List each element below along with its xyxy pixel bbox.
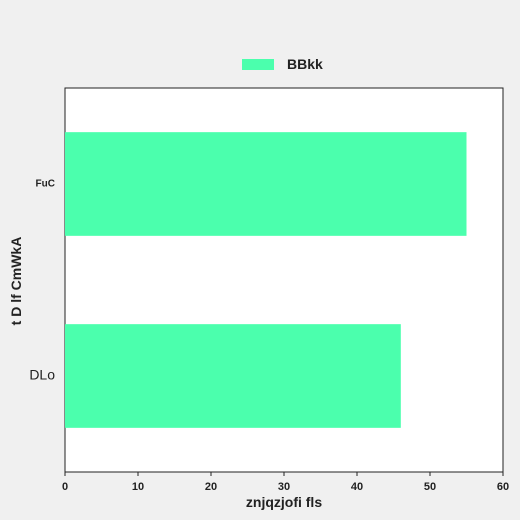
x-tick-label: 40 [351, 481, 363, 493]
x-tick-label: 50 [424, 481, 436, 493]
y-tick-label: FuC [36, 179, 55, 190]
legend-swatch [242, 59, 274, 70]
y-axis: DLo FuC [29, 179, 55, 383]
legend-label: BBkk [287, 56, 323, 72]
x-axis: 0 10 20 30 40 50 60 [62, 472, 509, 493]
bar-dlo [65, 324, 401, 428]
bars-group [65, 132, 467, 428]
x-axis-title: znjqzjofi fls [246, 494, 322, 510]
x-tick-label: 0 [62, 481, 68, 493]
y-tick-label: DLo [29, 367, 55, 383]
legend: BBkk [242, 56, 323, 72]
bar-fuc [65, 132, 467, 236]
x-tick-label: 10 [132, 481, 144, 493]
x-tick-label: 60 [497, 481, 509, 493]
y-axis-title: t D lf CmWkA [8, 237, 24, 326]
x-tick-label: 20 [205, 481, 217, 493]
x-tick-label: 30 [278, 481, 290, 493]
